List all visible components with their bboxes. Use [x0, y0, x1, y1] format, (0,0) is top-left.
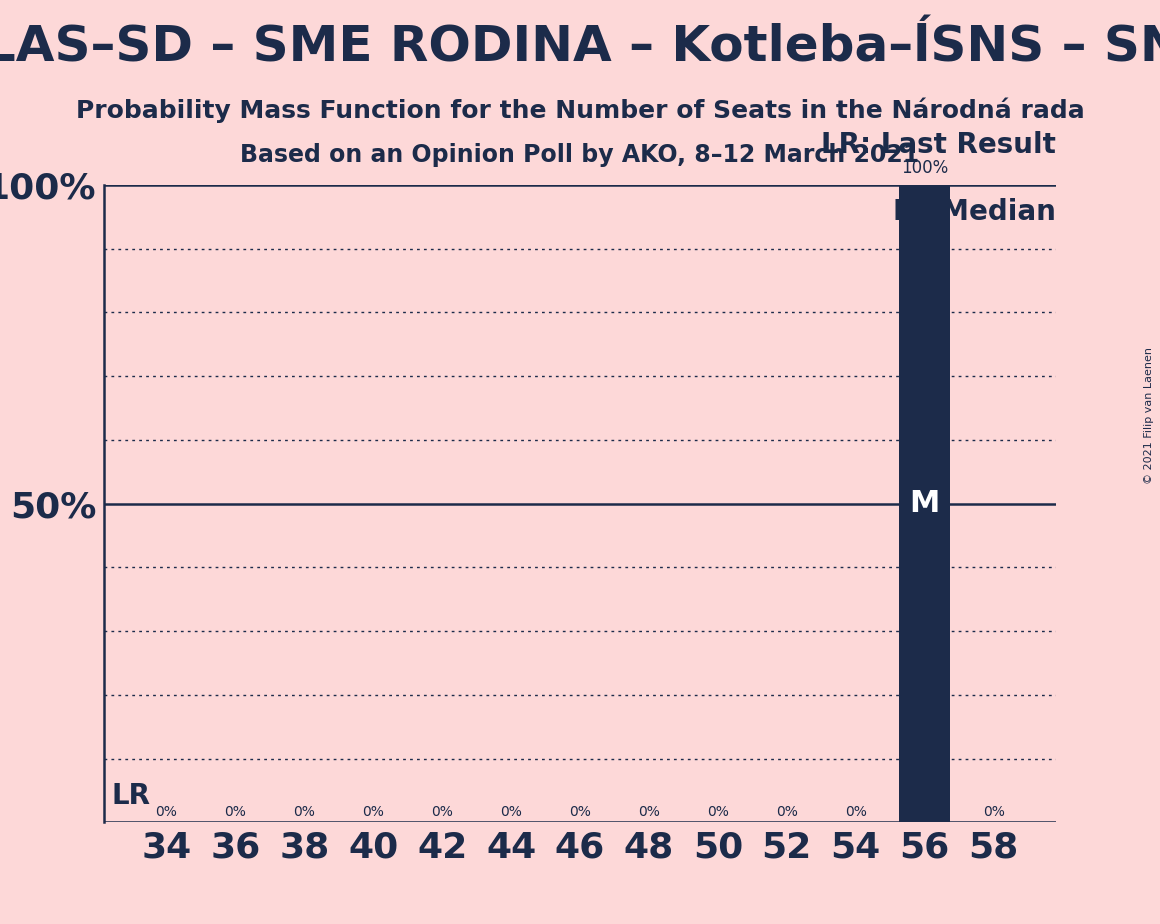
Text: M: Median: M: Median — [893, 198, 1056, 225]
Text: 0%: 0% — [500, 805, 522, 820]
Text: 0%: 0% — [155, 805, 177, 820]
Text: 0%: 0% — [362, 805, 384, 820]
Text: 0%: 0% — [844, 805, 867, 820]
Text: 0%: 0% — [432, 805, 454, 820]
Text: 0%: 0% — [293, 805, 316, 820]
Text: © 2021 Filip van Laenen: © 2021 Filip van Laenen — [1144, 347, 1154, 484]
Bar — [899, 185, 950, 822]
Text: M: M — [909, 489, 940, 518]
Text: Probability Mass Function for the Number of Seats in the Národná rada: Probability Mass Function for the Number… — [75, 97, 1085, 123]
Text: HLAS–SD – SME RODINA – Kotleba–ĺSNS – SNS: HLAS–SD – SME RODINA – Kotleba–ĺSNS – SN… — [0, 23, 1160, 71]
Text: 0%: 0% — [224, 805, 246, 820]
Text: 0%: 0% — [638, 805, 660, 820]
Text: Based on an Opinion Poll by AKO, 8–12 March 2021: Based on an Opinion Poll by AKO, 8–12 Ma… — [240, 143, 920, 167]
Text: 0%: 0% — [776, 805, 798, 820]
Text: LR: LR — [111, 782, 151, 809]
Text: 0%: 0% — [570, 805, 590, 820]
Text: 0%: 0% — [706, 805, 728, 820]
Text: 100%: 100% — [901, 159, 948, 177]
Text: 0%: 0% — [983, 805, 1005, 820]
Text: LR: Last Result: LR: Last Result — [821, 131, 1056, 159]
